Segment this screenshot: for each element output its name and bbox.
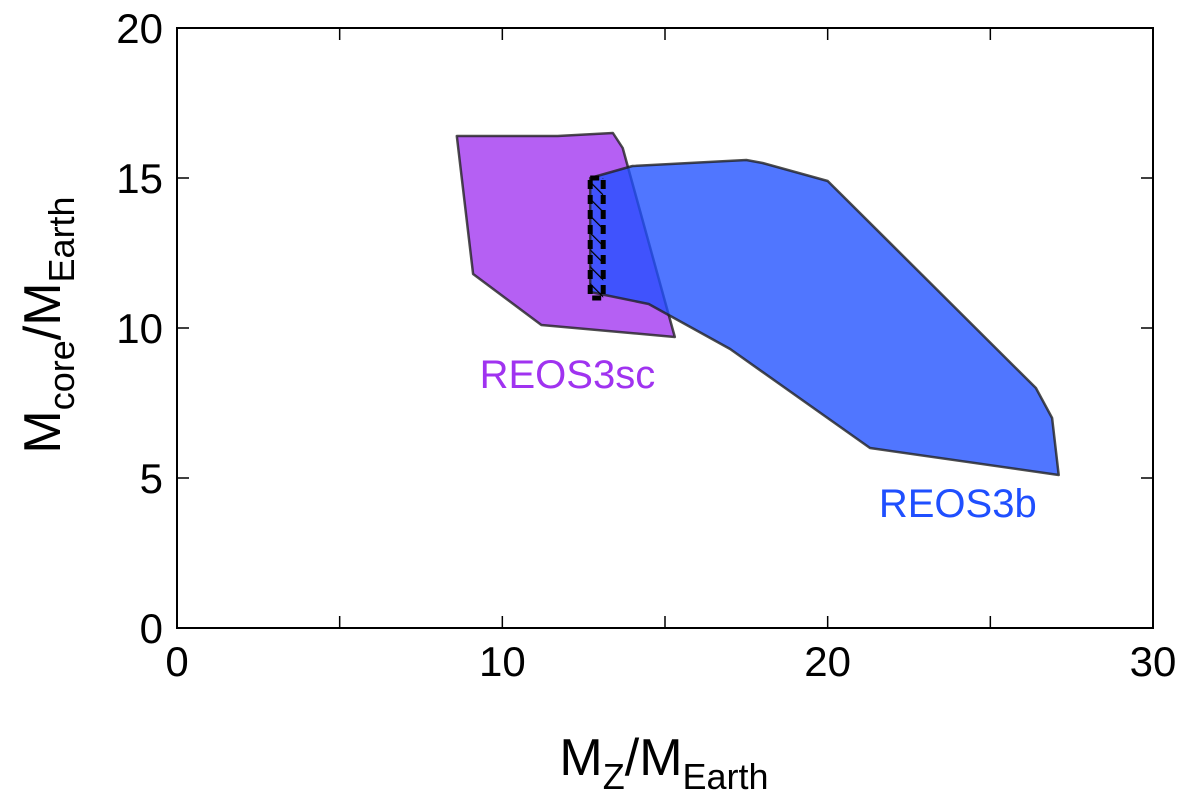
y-tick-label: 20 <box>116 5 163 52</box>
x-tick-label: 30 <box>1130 638 1177 685</box>
y-tick-label: 10 <box>116 305 163 352</box>
x-axis-main: M <box>559 729 602 787</box>
x-tick-label: 0 <box>165 638 188 685</box>
region-labels: REOS3sc REOS3b <box>480 353 1037 526</box>
x-axis-slash: /M <box>625 729 683 787</box>
x-axis-sub1: Z <box>603 756 625 790</box>
region-overlap <box>587 175 606 301</box>
y-tick-label: 5 <box>140 455 163 502</box>
y-axis-main: M <box>14 410 72 453</box>
y-axis-sub1: core <box>41 340 82 410</box>
x-axis-sub2: Earth <box>683 756 769 790</box>
region-label-reos3sc: REOS3sc <box>480 353 656 397</box>
region-label-reos3b: REOS3b <box>879 482 1037 526</box>
regions <box>455 131 1060 477</box>
x-axis-title: MZ/MEarth <box>559 729 768 790</box>
x-tick-label: 20 <box>804 638 851 685</box>
y-axis-sub2: Earth <box>41 196 82 282</box>
x-tick-label: 10 <box>479 638 526 685</box>
y-tick-label: 0 <box>140 605 163 652</box>
y-tick-label: 15 <box>116 155 163 202</box>
tick-labels: 0 10 20 30 0 5 10 15 20 <box>116 5 1176 685</box>
y-axis-title: Mcore/MEarth <box>14 196 82 453</box>
y-axis-slash: /M <box>14 282 72 340</box>
ticks <box>176 27 1154 629</box>
region-reos3b <box>588 158 1060 477</box>
